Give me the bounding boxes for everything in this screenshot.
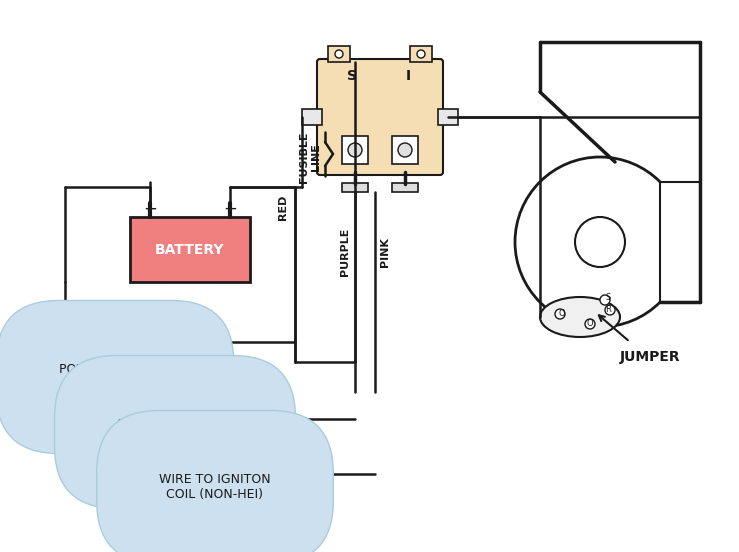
Circle shape: [417, 50, 425, 58]
Text: I: I: [406, 69, 411, 83]
Text: S: S: [347, 69, 357, 83]
Text: −: −: [143, 200, 157, 218]
FancyBboxPatch shape: [317, 59, 443, 175]
Bar: [438, 109, 458, 125]
Text: PINK: PINK: [380, 237, 390, 267]
Bar: [660, 182, 700, 302]
Circle shape: [575, 217, 625, 267]
Text: O: O: [559, 309, 565, 317]
Text: PURPLE: PURPLE: [340, 228, 350, 276]
Circle shape: [605, 305, 615, 315]
Text: O: O: [587, 319, 593, 327]
Text: S: S: [605, 294, 610, 302]
Circle shape: [555, 309, 565, 319]
Text: +: +: [223, 200, 237, 218]
Text: FUSIBLE
LINE: FUSIBLE LINE: [299, 131, 321, 183]
Text: WIRE TO IGNITON
COIL (NON-HEI): WIRE TO IGNITON COIL (NON-HEI): [159, 473, 270, 501]
Bar: [342, 183, 368, 192]
Ellipse shape: [540, 297, 620, 337]
Circle shape: [335, 50, 343, 58]
Bar: [130, 217, 250, 282]
Text: BATTERY: BATTERY: [155, 243, 225, 257]
Bar: [392, 183, 418, 192]
Bar: [302, 109, 322, 125]
Circle shape: [398, 143, 412, 157]
Bar: [410, 46, 432, 62]
Circle shape: [585, 319, 595, 329]
Text: POWER WIRES TO
MAIN WIRING: POWER WIRES TO MAIN WIRING: [58, 363, 171, 391]
Circle shape: [348, 143, 362, 157]
Bar: [392, 136, 418, 164]
Text: JUMPER: JUMPER: [620, 350, 681, 364]
Text: START WIRE FROM
IGNITION SWITCH: START WIRE FROM IGNITION SWITCH: [117, 418, 233, 446]
Circle shape: [515, 157, 685, 327]
Circle shape: [600, 295, 610, 305]
Text: RED: RED: [278, 194, 288, 220]
Text: R: R: [605, 305, 611, 315]
Bar: [342, 136, 368, 164]
Bar: [328, 46, 350, 62]
